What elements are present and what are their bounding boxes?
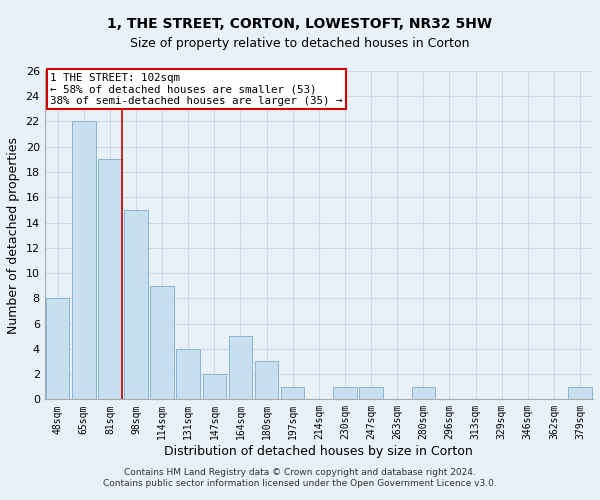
Bar [333, 387, 357, 400]
Bar [176, 349, 200, 400]
Text: 1, THE STREET, CORTON, LOWESTOFT, NR32 5HW: 1, THE STREET, CORTON, LOWESTOFT, NR32 5… [107, 18, 493, 32]
Bar [568, 387, 592, 400]
Text: Contains HM Land Registry data © Crown copyright and database right 2024.
Contai: Contains HM Land Registry data © Crown c… [103, 468, 497, 487]
Bar [229, 336, 252, 400]
Bar [151, 286, 174, 400]
Text: 1 THE STREET: 102sqm
← 58% of detached houses are smaller (53)
38% of semi-detac: 1 THE STREET: 102sqm ← 58% of detached h… [50, 72, 343, 106]
Bar [203, 374, 226, 400]
X-axis label: Distribution of detached houses by size in Corton: Distribution of detached houses by size … [164, 445, 473, 458]
Bar [359, 387, 383, 400]
Bar [98, 160, 122, 400]
Text: Size of property relative to detached houses in Corton: Size of property relative to detached ho… [130, 38, 470, 51]
Bar [124, 210, 148, 400]
Y-axis label: Number of detached properties: Number of detached properties [7, 136, 20, 334]
Bar [46, 298, 70, 400]
Bar [412, 387, 435, 400]
Bar [255, 362, 278, 400]
Bar [281, 387, 304, 400]
Bar [72, 122, 95, 400]
